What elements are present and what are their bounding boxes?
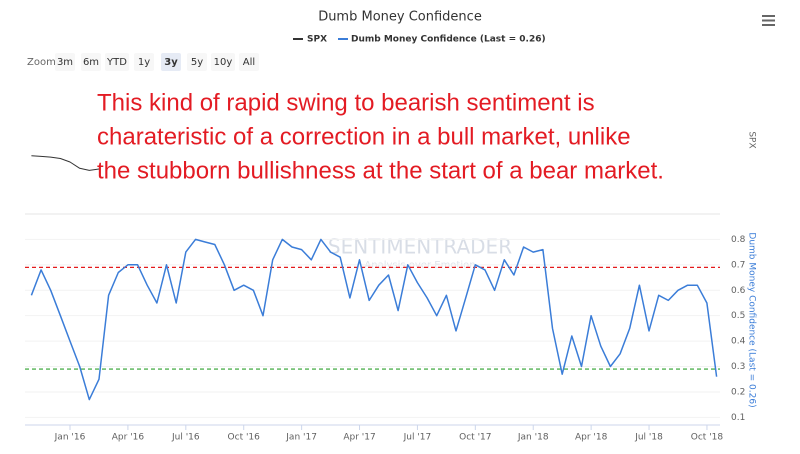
button-bg [55, 53, 75, 71]
zoom-button[interactable]: 6m [81, 53, 101, 71]
button-bg [81, 53, 101, 71]
y-tick-label: 0.6 [731, 286, 746, 296]
zoom-button[interactable]: 3m [55, 53, 75, 71]
x-tick-label: Jul '17 [403, 433, 432, 443]
x-tick-label: Jul '16 [171, 433, 200, 443]
x-tick-label: Jan '16 [54, 433, 86, 443]
y-tick-label: 0.1 [731, 413, 745, 423]
y-tick-label: 0.2 [731, 387, 745, 397]
menu-bar [762, 15, 775, 17]
button-bg [239, 53, 259, 71]
zoom-button[interactable]: 10y [211, 53, 235, 71]
y2-axis-title: SPX [747, 131, 757, 148]
x-tick-label: Jan '18 [517, 433, 549, 443]
y-axis-title: Dumb Money Confidence (Last = 0.26) [747, 232, 757, 407]
x-tick-label: Apr '16 [112, 433, 145, 443]
chart-title: Dumb Money Confidence [318, 10, 482, 25]
annotation: the stubborn bullishness at the start of… [97, 157, 664, 184]
button-bg [105, 53, 129, 71]
zoom-button[interactable]: All [239, 53, 259, 71]
button-label: 5y [191, 57, 203, 68]
button-label: 3y [164, 57, 178, 68]
y-tick-label: 0.3 [731, 362, 745, 372]
x-tick-label: Jul '18 [634, 433, 663, 443]
menu-icon[interactable] [762, 15, 775, 26]
watermark: SENTIMENTRADER [328, 235, 512, 259]
y-tick-label: 0.7 [731, 260, 745, 270]
legend-label: Dumb Money Confidence (Last = 0.26) [351, 35, 546, 45]
y-tick-label: 0.8 [731, 235, 746, 245]
button-label: YTD [106, 57, 127, 68]
button-label: 10y [214, 57, 233, 68]
y-tick-label: 0.5 [731, 311, 745, 321]
annotation: charateristic of a correction in a bull … [97, 123, 631, 150]
zoom-label: Zoom [27, 57, 56, 68]
menu-bar [762, 19, 775, 22]
button-bg [211, 53, 235, 71]
x-tick-label: Oct '16 [228, 433, 261, 443]
menu-bar [762, 24, 775, 26]
series-line [30, 238, 718, 401]
zoom-button[interactable]: 5y [187, 53, 207, 71]
button-label: 1y [138, 57, 150, 68]
button-label: 3m [57, 57, 73, 68]
zoom-button[interactable]: 1y [134, 53, 154, 71]
watermark: Analysis over Emotion [364, 260, 475, 271]
x-tick-label: Apr '17 [343, 433, 375, 443]
annotation: This kind of rapid swing to bearish sent… [97, 89, 595, 116]
x-tick-label: Apr '18 [575, 433, 608, 443]
series-line [31, 155, 100, 171]
x-tick-label: Jan '17 [285, 433, 317, 443]
button-bg [161, 53, 181, 71]
button-label: All [243, 57, 255, 68]
button-bg [134, 53, 154, 71]
x-tick-label: Oct '17 [459, 433, 491, 443]
x-tick-label: Oct '18 [691, 433, 724, 443]
button-bg [187, 53, 207, 71]
legend-label: SPX [307, 35, 327, 45]
button-label: 6m [83, 57, 99, 68]
y-tick-label: 0.4 [731, 337, 746, 347]
zoom-button[interactable]: 3y [161, 53, 181, 71]
zoom-button[interactable]: YTD [105, 53, 129, 71]
